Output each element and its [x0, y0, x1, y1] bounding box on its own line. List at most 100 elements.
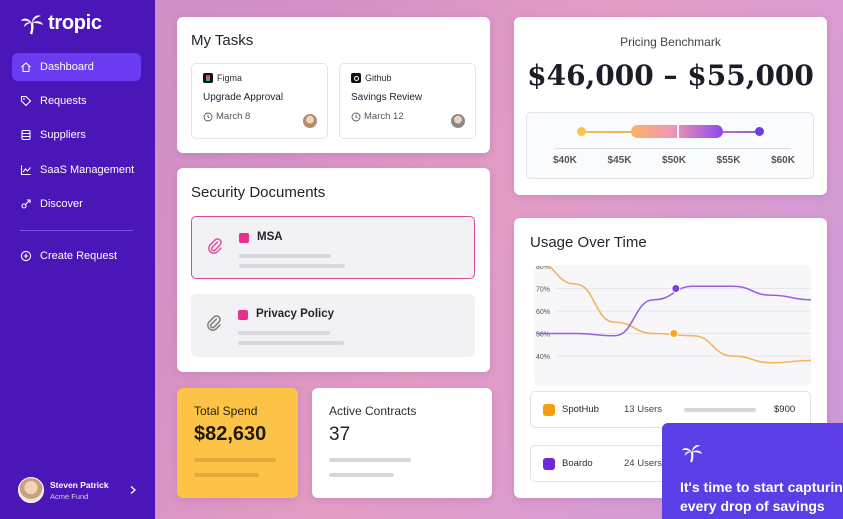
vendor-color-icon	[543, 404, 555, 416]
series-line-spothub	[535, 260, 812, 364]
pricing-range-widget: $40K $45K $50K $55K $60K	[526, 112, 814, 179]
total-spend-value: $82,630	[194, 423, 267, 445]
task-card[interactable]: Github Savings Review March 12	[339, 63, 476, 139]
palm-tree-icon	[21, 14, 43, 34]
sidebar-item-suppliers[interactable]: Suppliers	[12, 121, 141, 149]
sidebar-item-label: Dashboard	[40, 61, 94, 73]
document-color-tag	[239, 233, 249, 243]
brand-logo[interactable]: tropic	[20, 12, 102, 35]
usage-chart: 80% 70% 60% 50% 40%	[535, 260, 812, 364]
my-tasks-title: My Tasks	[191, 32, 254, 49]
promo-banner[interactable]: It's time to start capturing every drop …	[662, 423, 843, 519]
placeholder-bar	[329, 458, 411, 462]
active-contracts-label: Active Contracts	[329, 404, 417, 418]
active-contracts-card: Active Contracts 37	[312, 388, 492, 498]
placeholder-bar	[684, 408, 756, 412]
placeholder-bar	[239, 254, 331, 258]
range-min-dot	[577, 127, 586, 136]
task-date: March 12	[364, 111, 404, 122]
task-title: Savings Review	[351, 92, 423, 103]
task-title: Upgrade Approval	[203, 92, 284, 103]
avatar	[18, 477, 44, 503]
database-icon	[21, 129, 31, 141]
sidebar-item-requests[interactable]: Requests	[12, 87, 141, 115]
sidebar-item-label: Discover	[40, 198, 83, 210]
tag-icon	[20, 95, 32, 107]
user-org: Acme Fund	[50, 491, 89, 501]
placeholder-bar	[238, 341, 344, 345]
total-spend-label: Total Spend	[194, 404, 258, 418]
placeholder-bar	[239, 264, 345, 268]
my-tasks-card: My Tasks Figma Upgrade Approval March 8 …	[177, 17, 490, 153]
document-item-privacy-policy[interactable]: Privacy Policy	[191, 294, 475, 357]
price-tick: $60K	[771, 155, 795, 166]
price-tick: $40K	[553, 155, 577, 166]
chart-line-icon	[20, 165, 31, 176]
document-item-msa[interactable]: MSA	[191, 216, 475, 279]
usage-title: Usage Over Time	[530, 234, 647, 251]
home-icon	[21, 62, 31, 73]
paperclip-icon	[208, 238, 222, 254]
task-source: Github	[365, 73, 392, 83]
clock-icon	[351, 112, 361, 121]
y-tick-label: 40%	[536, 354, 550, 361]
avatar	[303, 114, 317, 128]
user-name: Steven Patrick	[50, 479, 109, 490]
series-point-spothub	[669, 329, 679, 338]
vendor-name: Boardo	[562, 458, 593, 469]
range-marker	[677, 125, 679, 138]
paperclip-icon	[207, 315, 221, 331]
compass-icon	[21, 199, 31, 209]
create-request-button[interactable]: Create Request	[12, 242, 141, 270]
pricing-benchmark-title: Pricing Benchmark	[620, 35, 721, 49]
range-axis	[555, 148, 791, 149]
sidebar-item-discover[interactable]: Discover	[12, 190, 141, 218]
price-tick: $50K	[662, 155, 686, 166]
vendor-price: $900	[774, 404, 796, 415]
range-max-dot	[755, 127, 764, 136]
document-name: MSA	[257, 231, 283, 243]
sidebar-item-label: Suppliers	[40, 129, 86, 141]
create-request-label: Create Request	[40, 250, 118, 262]
usage-chart-area: 80% 70% 60% 50% 40%	[534, 260, 812, 386]
placeholder-bar	[194, 473, 259, 477]
user-profile[interactable]: Steven Patrick Acme Fund	[18, 477, 137, 503]
document-name: Privacy Policy	[256, 308, 334, 320]
task-card[interactable]: Figma Upgrade Approval March 8	[191, 63, 328, 139]
sidebar-item-saas-management[interactable]: SaaS Management	[12, 156, 141, 184]
avatar	[451, 114, 465, 128]
task-source: Figma	[217, 73, 243, 83]
security-documents-card: Security Documents MSA Privacy Policy	[177, 168, 490, 372]
sidebar: tropic Dashboard Requests Suppliers SaaS…	[0, 0, 155, 519]
github-icon	[351, 73, 361, 83]
clock-icon	[203, 112, 213, 121]
y-tick-label: 60%	[536, 309, 550, 316]
vendor-users: 13 Users	[624, 404, 663, 415]
vendor-users: 24 Users	[624, 458, 663, 469]
series-point-boardo	[671, 284, 681, 293]
sidebar-divider	[20, 230, 133, 231]
document-color-tag	[238, 310, 248, 320]
y-tick-label: 50%	[536, 332, 550, 339]
pricing-benchmark-card: Pricing Benchmark $46,000 – $55,000 $40K…	[514, 17, 827, 195]
placeholder-bar	[329, 473, 394, 477]
total-spend-card: Total Spend $82,630	[177, 388, 298, 498]
pricing-range: $46,000 – $55,000	[527, 59, 814, 92]
placeholder-bar	[194, 458, 276, 462]
sidebar-item-label: SaaS Management	[40, 164, 135, 176]
placeholder-bar	[238, 331, 330, 335]
task-date: March 8	[216, 111, 251, 122]
price-tick: $55K	[716, 155, 741, 166]
y-tick-label: 70%	[536, 287, 550, 294]
chevron-right-icon	[130, 486, 136, 494]
promo-text: It's time to start capturing every drop …	[680, 479, 843, 514]
y-tick-label: 80%	[536, 266, 550, 271]
sidebar-item-label: Requests	[40, 95, 87, 107]
sidebar-item-dashboard[interactable]: Dashboard	[12, 53, 141, 81]
palm-tree-icon	[682, 445, 702, 463]
active-contracts-value: 37	[329, 424, 351, 445]
vendor-color-icon	[543, 458, 555, 470]
series-line-boardo	[536, 285, 812, 337]
figma-icon	[203, 73, 213, 83]
plus-circle-icon	[20, 250, 32, 262]
